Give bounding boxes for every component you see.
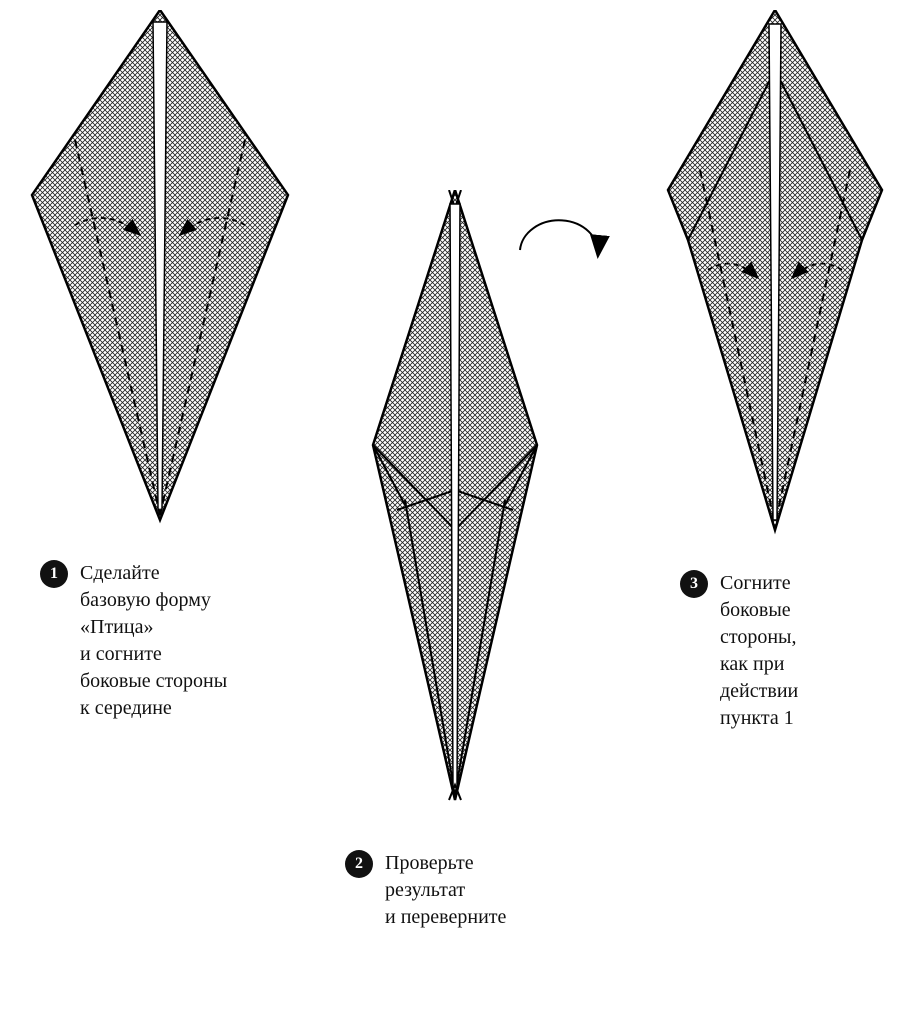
- step-3-caption: 3 Согните боковые стороны, как при дейст…: [680, 570, 890, 732]
- origami-instructions-page: 1 Сделайте базовую форму «Птица» и согни…: [0, 0, 922, 1024]
- step-3-diagram: [660, 10, 890, 540]
- step-3-text: Согните боковые стороны, как при действи…: [720, 570, 798, 732]
- step-2-number: 2: [355, 855, 363, 873]
- step-2-text: Проверьте результат и переверните: [385, 850, 506, 931]
- step-1-diagram: [30, 10, 290, 530]
- step-3: [660, 10, 890, 540]
- step-1-text: Сделайте базовую форму «Птица» и согните…: [80, 560, 227, 722]
- step-1: [30, 10, 290, 530]
- step-1-caption: 1 Сделайте базовую форму «Птица» и согни…: [40, 560, 300, 722]
- step-3-number-badge: 3: [680, 570, 708, 598]
- step-1-number-badge: 1: [40, 560, 68, 588]
- step-3-number: 3: [690, 575, 698, 593]
- step-1-number: 1: [50, 565, 58, 583]
- step-2-caption: 2 Проверьте результат и переверните: [345, 850, 585, 931]
- step-2: [345, 190, 565, 810]
- step-2-diagram: [345, 190, 565, 810]
- step-2-number-badge: 2: [345, 850, 373, 878]
